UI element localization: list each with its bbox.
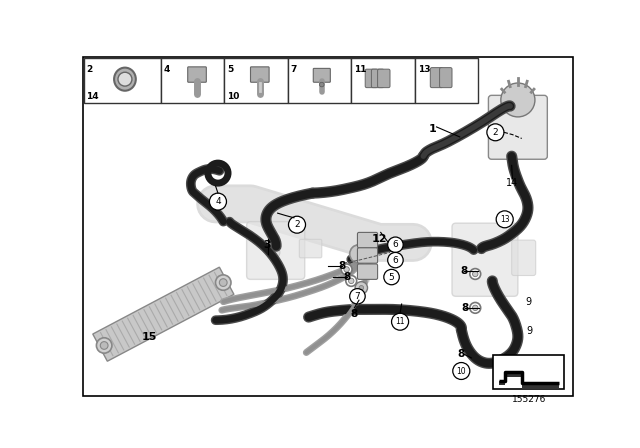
Text: 8: 8 <box>460 266 467 276</box>
FancyBboxPatch shape <box>358 233 378 248</box>
Text: 10: 10 <box>227 92 239 101</box>
Circle shape <box>349 289 365 304</box>
Text: 2: 2 <box>86 65 92 73</box>
Circle shape <box>349 278 354 284</box>
FancyBboxPatch shape <box>161 58 224 103</box>
Circle shape <box>470 302 481 313</box>
Circle shape <box>100 342 108 349</box>
Text: 5: 5 <box>227 65 234 73</box>
Circle shape <box>209 193 227 210</box>
FancyBboxPatch shape <box>358 264 378 280</box>
Text: 6: 6 <box>392 240 398 249</box>
FancyBboxPatch shape <box>300 239 322 258</box>
Text: 9: 9 <box>525 297 531 307</box>
FancyBboxPatch shape <box>84 58 161 103</box>
Text: 14: 14 <box>506 178 518 188</box>
Text: 7: 7 <box>291 65 297 73</box>
Text: 4: 4 <box>164 65 170 73</box>
Circle shape <box>319 82 324 87</box>
Text: 3: 3 <box>264 240 271 250</box>
Text: 13: 13 <box>500 215 509 224</box>
Text: 9: 9 <box>527 326 532 336</box>
Text: 8: 8 <box>339 260 346 271</box>
Circle shape <box>220 279 227 286</box>
Text: 4: 4 <box>215 197 221 206</box>
FancyBboxPatch shape <box>313 69 330 82</box>
Polygon shape <box>499 372 559 389</box>
FancyBboxPatch shape <box>452 223 518 296</box>
Circle shape <box>216 275 231 290</box>
FancyBboxPatch shape <box>415 58 478 103</box>
Circle shape <box>384 269 399 285</box>
Circle shape <box>344 267 349 272</box>
Circle shape <box>472 305 478 310</box>
Ellipse shape <box>114 68 136 91</box>
Circle shape <box>359 285 364 290</box>
FancyBboxPatch shape <box>378 69 390 88</box>
Circle shape <box>349 245 368 263</box>
Text: 8: 8 <box>344 272 351 282</box>
Circle shape <box>388 252 403 268</box>
Circle shape <box>496 211 513 228</box>
Circle shape <box>470 269 481 280</box>
Text: 8: 8 <box>458 349 465 359</box>
Circle shape <box>97 338 112 353</box>
FancyBboxPatch shape <box>430 68 443 88</box>
FancyBboxPatch shape <box>83 57 573 396</box>
Text: 11: 11 <box>355 65 367 73</box>
Text: 155276: 155276 <box>511 395 546 404</box>
FancyBboxPatch shape <box>188 67 206 82</box>
Circle shape <box>472 271 478 277</box>
Circle shape <box>346 276 356 286</box>
Text: 8: 8 <box>461 303 468 313</box>
Text: 2: 2 <box>294 220 300 229</box>
Text: 2: 2 <box>493 128 498 137</box>
FancyBboxPatch shape <box>358 248 378 263</box>
Text: 5: 5 <box>388 272 394 281</box>
Text: 14: 14 <box>86 92 99 101</box>
Circle shape <box>268 246 280 258</box>
FancyBboxPatch shape <box>493 355 564 389</box>
Text: 8: 8 <box>351 309 358 319</box>
FancyBboxPatch shape <box>365 69 378 88</box>
FancyBboxPatch shape <box>511 240 536 276</box>
FancyBboxPatch shape <box>488 95 547 159</box>
Text: 6: 6 <box>392 256 398 265</box>
Circle shape <box>341 264 352 275</box>
Text: 10: 10 <box>456 366 466 375</box>
Circle shape <box>388 237 403 252</box>
Text: 15: 15 <box>142 332 157 342</box>
Circle shape <box>487 124 504 141</box>
FancyBboxPatch shape <box>250 67 269 82</box>
Circle shape <box>355 282 367 294</box>
Circle shape <box>289 216 305 233</box>
Circle shape <box>118 72 132 86</box>
FancyBboxPatch shape <box>224 58 288 103</box>
Circle shape <box>501 83 535 117</box>
FancyBboxPatch shape <box>351 58 415 103</box>
Polygon shape <box>93 267 234 361</box>
Text: 12: 12 <box>372 233 388 244</box>
Text: 11: 11 <box>396 317 405 326</box>
Circle shape <box>392 313 408 330</box>
FancyBboxPatch shape <box>371 69 384 88</box>
Circle shape <box>452 362 470 379</box>
Text: 1: 1 <box>429 124 436 134</box>
FancyBboxPatch shape <box>440 68 452 88</box>
Text: 7: 7 <box>355 292 360 301</box>
Text: 13: 13 <box>418 65 431 73</box>
FancyBboxPatch shape <box>288 58 351 103</box>
FancyBboxPatch shape <box>246 222 305 280</box>
